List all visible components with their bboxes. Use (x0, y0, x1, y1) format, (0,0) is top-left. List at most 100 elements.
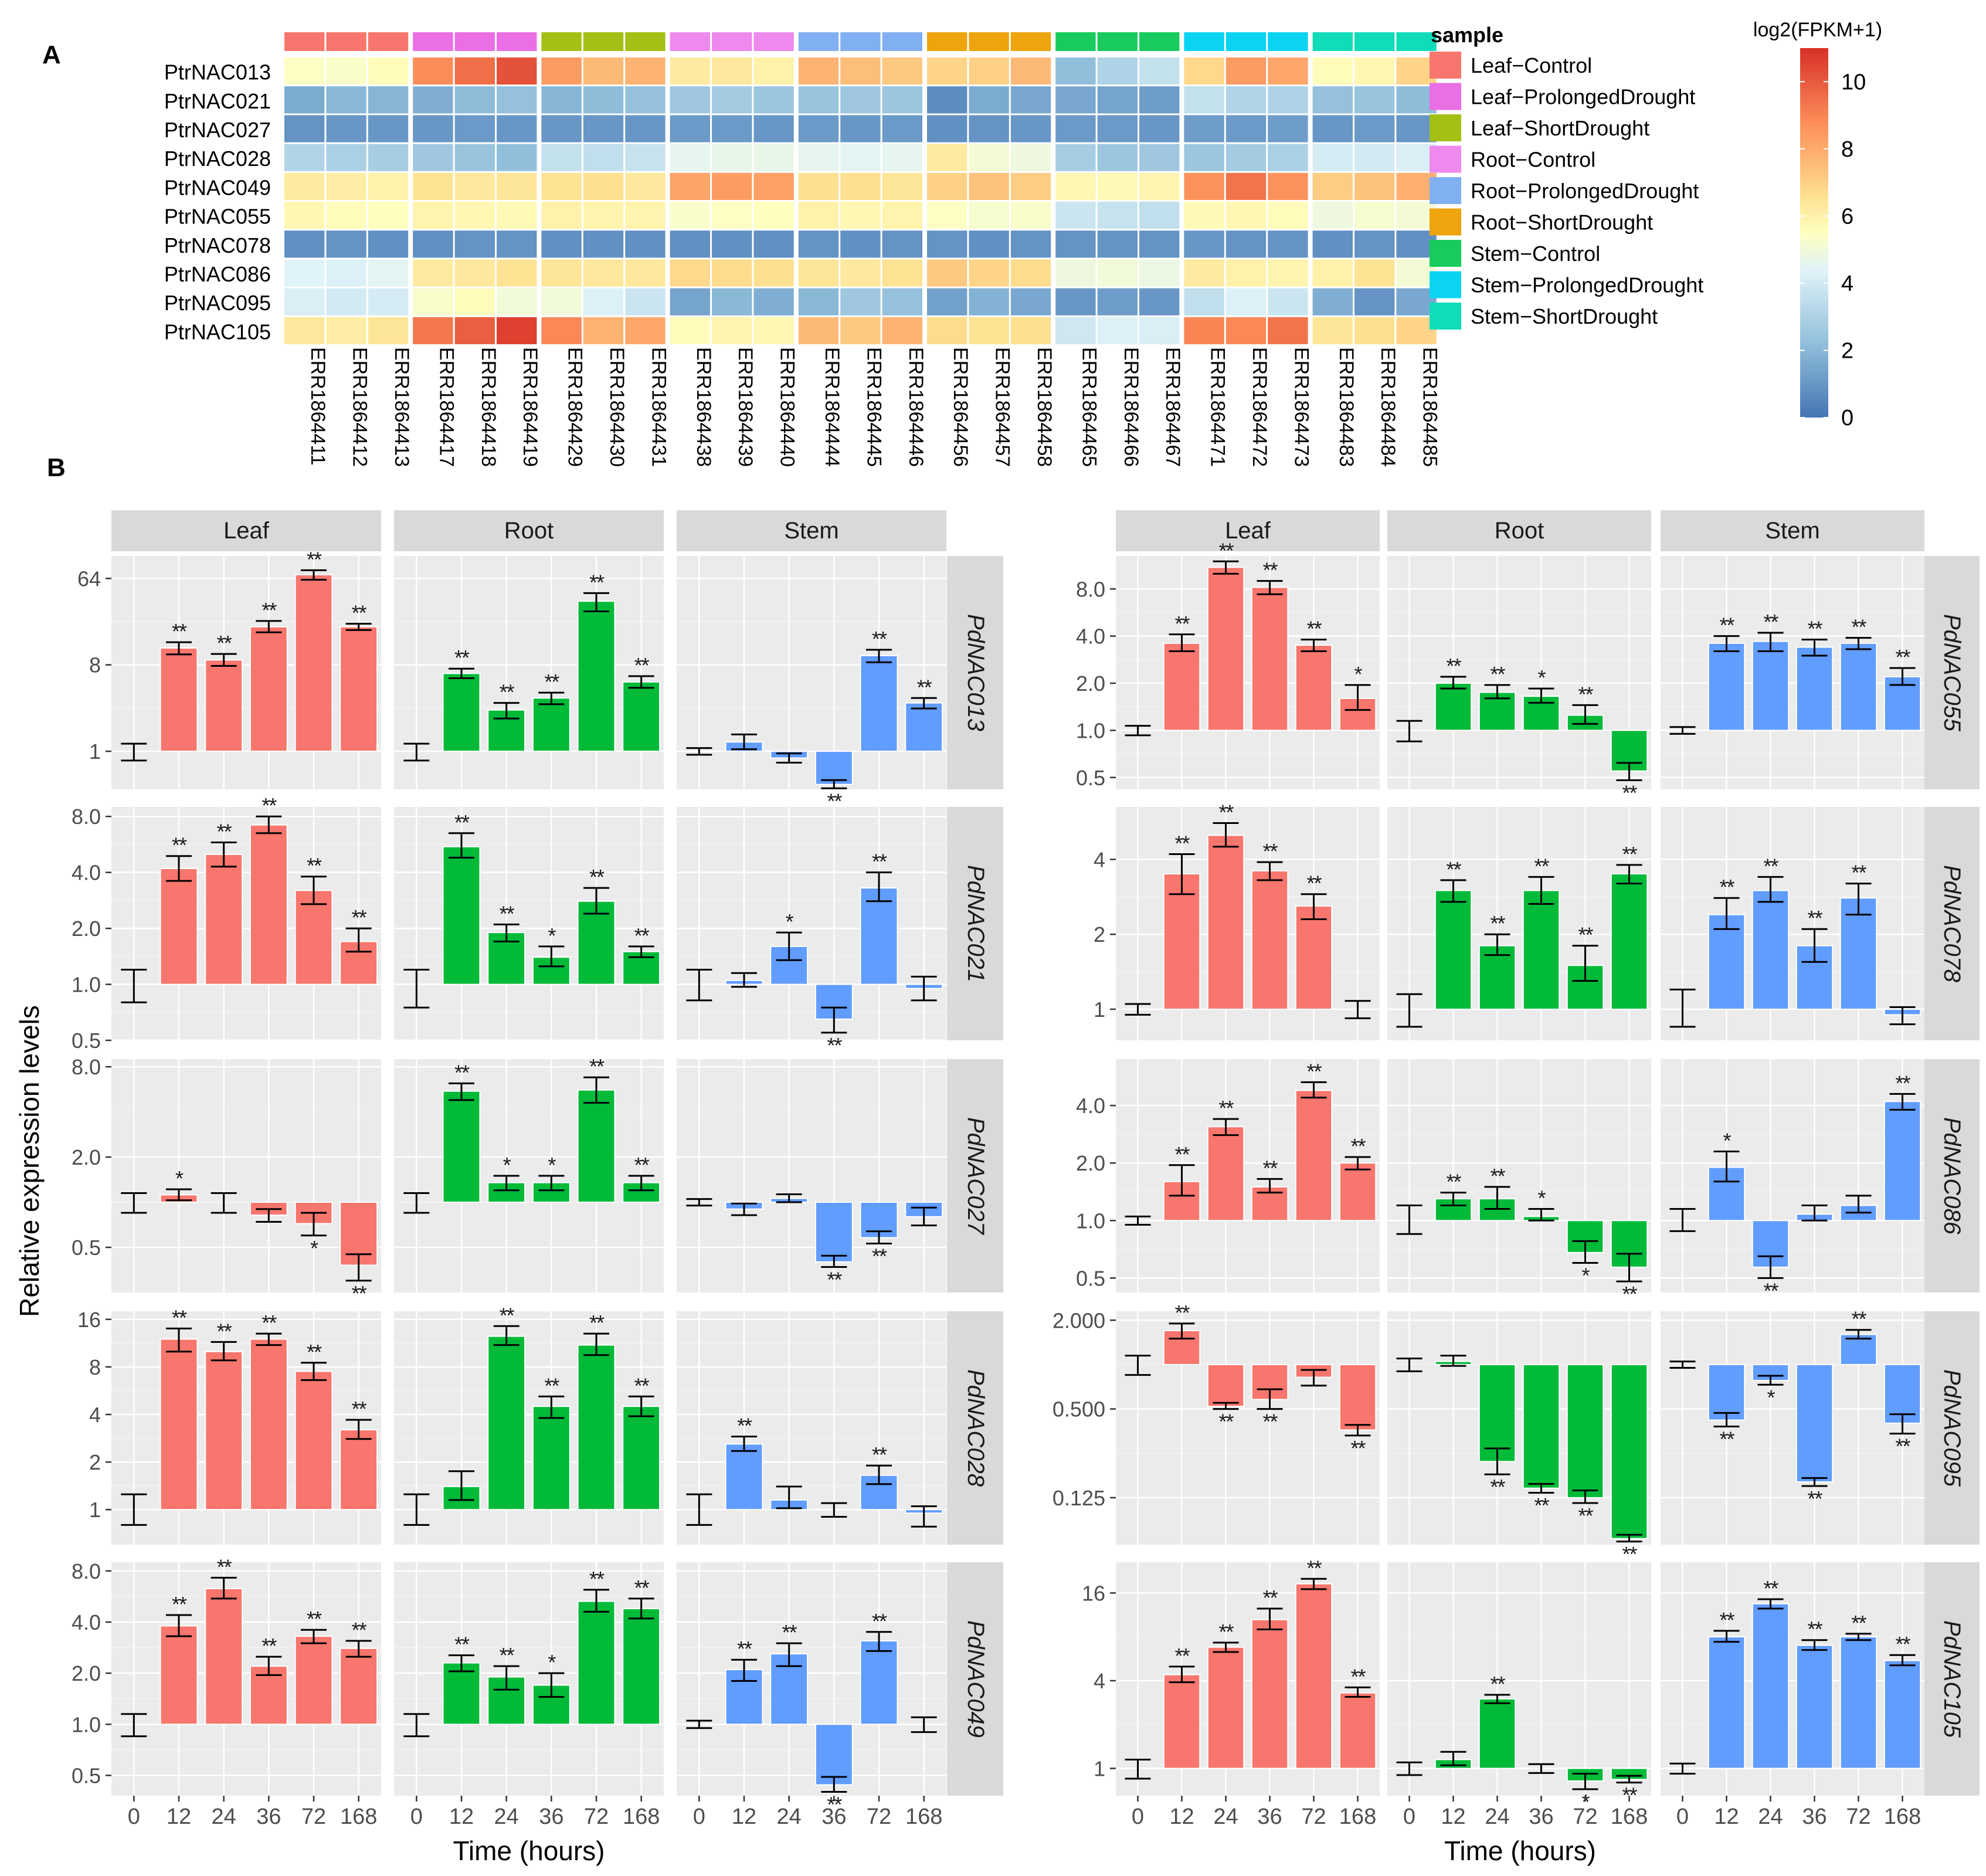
significance-label: ** (262, 793, 277, 817)
heatmap-cell (840, 115, 881, 143)
heatmap-cell (753, 288, 794, 316)
bar (1251, 1363, 1289, 1400)
heatmap-column-label: ERR1864473 (1290, 347, 1312, 467)
heatmap-cell (1225, 202, 1267, 229)
x-tick-label: 24 (212, 1804, 236, 1829)
heatmap-cell (413, 259, 453, 287)
heatmap-cell (1097, 259, 1138, 287)
heatmap-cell (927, 115, 967, 143)
y-tick-label: 1 (89, 739, 101, 764)
heatmap-cell (1268, 259, 1308, 287)
x-tick-label: 24 (777, 1804, 802, 1829)
significance-label: ** (1807, 1617, 1822, 1641)
significance-label: ** (454, 646, 470, 670)
bar (249, 626, 288, 752)
heatmap-cell (583, 86, 624, 114)
heatmap-cell (1225, 259, 1267, 287)
heatmap-cell (1139, 202, 1180, 229)
heatmap-cell (1139, 172, 1180, 200)
heatmap-cell (1055, 86, 1096, 114)
legend-swatch (1430, 145, 1461, 173)
legend-label: Stem−Control (1471, 242, 1600, 266)
annotation-cell (497, 32, 537, 51)
heatmap-cell (1268, 115, 1308, 143)
significance-label: ** (589, 1567, 605, 1591)
heatmap-cell (541, 288, 582, 316)
y-tick-label: 16 (1082, 1581, 1105, 1605)
y-tick-label: 1 (1094, 998, 1105, 1022)
annotation-cell (753, 32, 794, 51)
heatmap-cell (1354, 144, 1395, 171)
y-tick-label: 0.5 (1076, 1266, 1105, 1290)
heatmap-cell (712, 230, 752, 258)
y-tick-label: 8.0 (1076, 577, 1105, 601)
bar (1707, 642, 1746, 731)
heatmap-cell (840, 86, 881, 114)
heatmap-column-label: ERR1864445 (863, 347, 885, 467)
heatmap-cell (969, 115, 1009, 143)
significance-label: ** (307, 1340, 322, 1364)
significance-label: ** (307, 547, 322, 571)
facet-root: ** ** *** **0 12 24 36 72 168 (394, 1562, 664, 1829)
x-tick-label: 168 (1339, 1804, 1376, 1829)
heatmap-cell (583, 259, 624, 287)
significance-label: ** (1218, 800, 1234, 824)
bar (205, 853, 243, 985)
bar (1251, 870, 1289, 1010)
significance-label: ** (262, 1311, 277, 1335)
significance-label: ** (352, 1618, 367, 1642)
facet-background (1661, 1562, 1924, 1796)
facet-label-root: Root (1495, 518, 1544, 544)
significance-label: ** (172, 619, 187, 643)
bar (294, 574, 333, 752)
heatmap-cell (541, 57, 582, 85)
annotation-cell (583, 32, 624, 51)
heatmap-cell (753, 57, 794, 85)
heatmap-cell (1184, 317, 1224, 344)
x-axis-title: Time (hours) (453, 1836, 605, 1866)
significance-label: ** (544, 670, 559, 694)
significance-label: ** (1218, 1096, 1234, 1120)
heatmap-cell (670, 115, 710, 143)
heatmap-cell (1055, 288, 1096, 316)
annotation-cell (798, 32, 839, 51)
annotation-cell (326, 32, 366, 51)
bar (1751, 640, 1790, 731)
significance-label: ** (1763, 1576, 1778, 1600)
x-tick-label: 168 (1884, 1804, 1921, 1829)
bar (294, 1370, 333, 1511)
facet-background (111, 1311, 381, 1545)
heatmap-cell (1312, 288, 1353, 316)
heatmap-cell (798, 144, 839, 171)
significance-label: ** (872, 1609, 887, 1633)
significance-label: * (310, 1236, 318, 1260)
heatmap-cell (969, 57, 1009, 85)
heatmap-cell (284, 172, 325, 200)
heatmap-row-label: PtrNAC028 (164, 147, 271, 171)
heatmap-cell (454, 317, 495, 344)
significance-label: ** (1622, 781, 1637, 805)
significance-label: ** (352, 905, 367, 929)
annotation-cell (670, 32, 710, 51)
y-tick-label: 1 (1094, 1757, 1105, 1781)
legend-label: Root−Control (1471, 148, 1595, 172)
heatmap-cell (1010, 288, 1051, 316)
facet-strip-root (394, 510, 664, 551)
x-tick-label: 36 (821, 1804, 846, 1829)
significance-label: ** (1446, 1170, 1461, 1194)
heatmap-cell (753, 230, 794, 258)
significance-label: ** (172, 833, 187, 857)
facet-background (1387, 1059, 1651, 1292)
y-tick-label: 0.5 (72, 1763, 101, 1787)
heatmap-cell (1184, 172, 1224, 200)
significance-label: ** (1218, 1410, 1234, 1434)
heatmap-cell (670, 86, 710, 114)
legend-label: Root−ProlongedDrought (1471, 179, 1699, 203)
significance-label: ** (634, 1373, 650, 1397)
x-tick-label: 36 (1529, 1804, 1553, 1829)
heatmap-row-label: PtrNAC105 (164, 320, 271, 344)
facet-background (111, 1562, 381, 1796)
gene-label: PdNAC028 (963, 1369, 989, 1487)
bar (532, 1406, 571, 1511)
heatmap-cell (1055, 317, 1096, 344)
